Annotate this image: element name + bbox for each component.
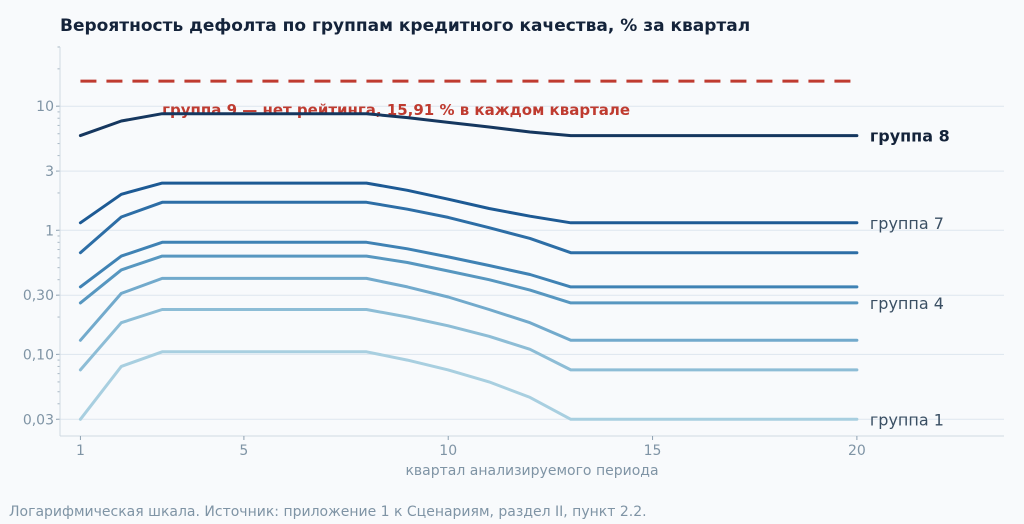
series-labels: группа 8 группа 7 группа 4 группа 1 — [870, 127, 950, 430]
x-tick-label: 1 — [76, 443, 85, 459]
series-end-label: группа 7 — [870, 214, 944, 233]
x-tick-label: 5 — [239, 443, 248, 459]
chart-title: Вероятность дефолта по группам кредитног… — [60, 16, 751, 36]
y-tick-label: 0,10 — [23, 347, 54, 363]
series-end-label: группа 4 — [870, 294, 944, 313]
y-tick-label: 1 — [45, 223, 54, 239]
grid-lines — [60, 105, 1004, 420]
series-line-g7 — [78, 181, 859, 225]
chart-caption: Логарифмическая шкала. Источник: приложе… — [9, 504, 647, 520]
series-line-g2 — [78, 308, 859, 372]
y-tick-label: 3 — [45, 164, 54, 180]
x-tick-label: 15 — [644, 443, 662, 459]
series-line-g5 — [78, 240, 859, 289]
x-tick-label: 10 — [439, 443, 457, 459]
y-tick-label: 0,03 — [23, 412, 54, 428]
series-lines — [78, 112, 859, 421]
x-tick-label: 20 — [848, 443, 866, 459]
series-line-g8 — [78, 112, 859, 138]
series-end-label: группа 1 — [870, 410, 944, 429]
series-line-g1 — [78, 350, 859, 421]
x-axis-label: квартал анализируемого периода — [405, 463, 658, 479]
series-line-g6 — [78, 200, 859, 255]
series-line-g4 — [78, 254, 859, 305]
series-line-g3 — [78, 276, 859, 342]
series-end-label: группа 8 — [870, 127, 950, 146]
y-tick-label: 10 — [36, 99, 54, 115]
y-tick-label: 0,30 — [23, 288, 54, 304]
